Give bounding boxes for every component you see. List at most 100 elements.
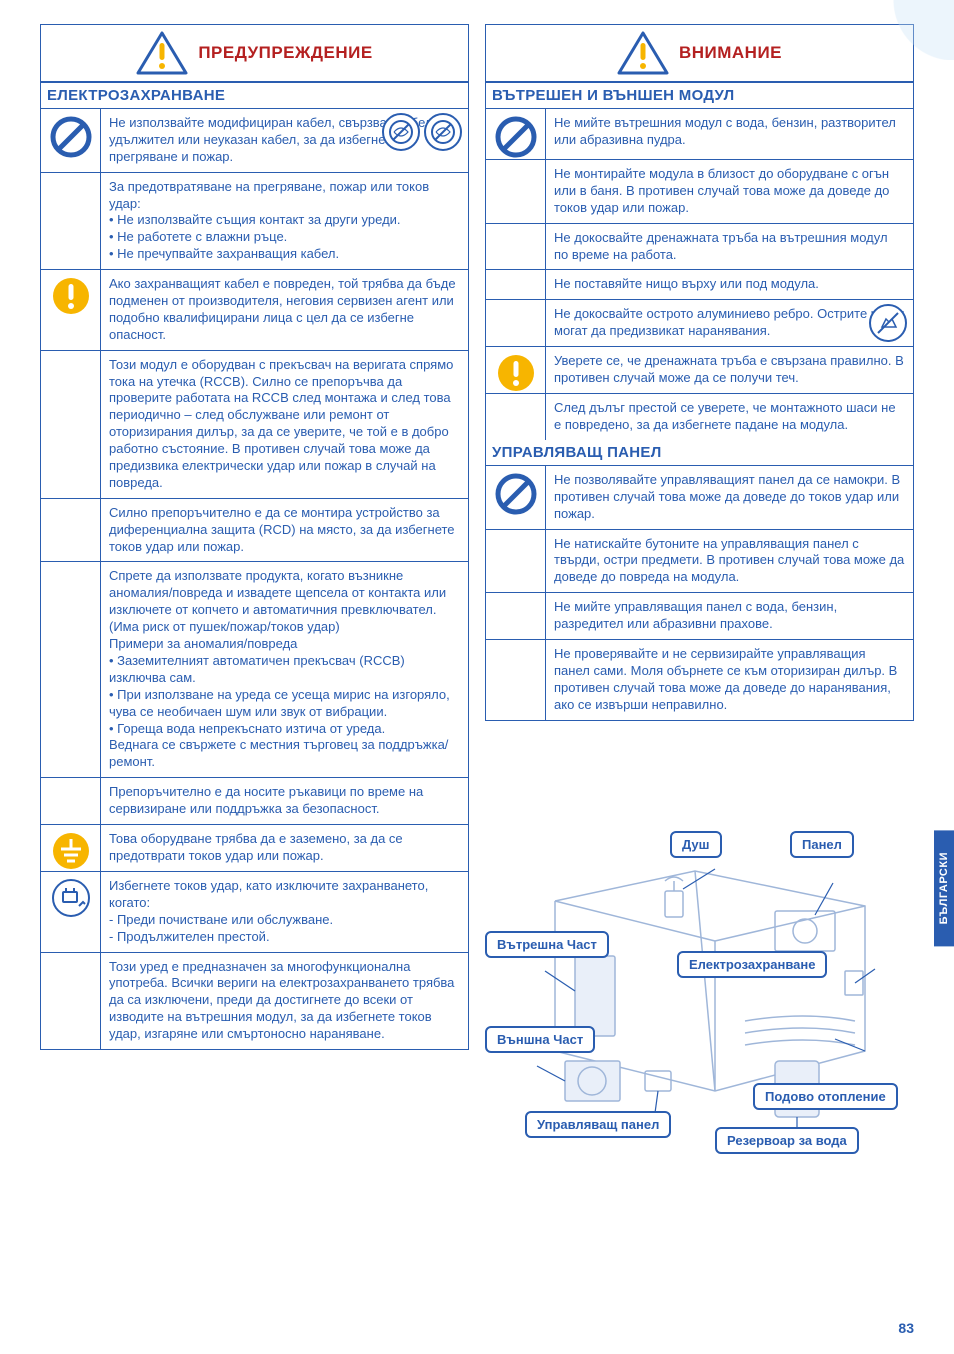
row-icon-cell (486, 109, 546, 159)
label-outdoor: Външна Част (485, 1026, 595, 1053)
text-line: Веднага се свържете с местния търговец з… (109, 737, 460, 771)
text-line: • Не пречупвайте захранващия кабел. (109, 246, 460, 263)
row-icon-cell (486, 160, 546, 223)
left-row: Този уред е предназначен за многофункцио… (41, 953, 468, 1049)
row-text: Не монтирайте модула в близост до оборуд… (546, 160, 913, 223)
language-tab: БЪЛГАРСКИ (934, 830, 954, 946)
caution-panel: ВНИМАНИЕ ВЪТРЕШЕН И ВЪНШЕН МОДУЛ Не мийт… (485, 24, 914, 721)
inline-icons (382, 113, 462, 151)
row-text: Не мийте вътрешния модул с вода, бензин,… (546, 109, 913, 159)
row-text: За предотвратяване на прегряване, пожар … (101, 173, 468, 269)
row-text: Това оборудване трябва да е заземено, за… (101, 825, 468, 871)
row-text: Избегнете токов удар, като изключите зах… (101, 872, 468, 952)
left-row: Спрете да използвате продукта, когато въ… (41, 562, 468, 778)
row-icon-cell (41, 872, 101, 952)
text-line: Примери за аномалия/повреда (109, 636, 460, 653)
text-line: Не поставяйте нищо върху или под модула. (554, 276, 905, 293)
text-line: Не монтирайте модула в близост до оборуд… (554, 166, 905, 217)
right1-row: След дълъг престой се уверете, че монтаж… (486, 394, 913, 440)
row-icon-cell (486, 466, 546, 529)
plug-icon (51, 878, 91, 918)
row-text: Не докосвайте дренажната тръба на вътреш… (546, 224, 913, 270)
prohibit-icon (494, 472, 538, 516)
row-text: Не използвайте модифициран кабел, свързв… (101, 109, 468, 172)
row-icon-cell (486, 593, 546, 639)
left-row: Силно препоръчително е да се монтира уст… (41, 499, 468, 563)
text-line: • Гореща вода непрекъснато изтича от уре… (109, 721, 460, 738)
excl-icon (51, 276, 91, 316)
caution-header: ВНИМАНИЕ (486, 25, 913, 83)
label-control: Управляващ панел (525, 1111, 671, 1138)
text-line: - Преди почистване или обслужване. (109, 912, 460, 929)
row-icon-cell (486, 347, 546, 393)
page-number: 83 (898, 1320, 914, 1336)
text-line: Не натискайте бутоните на управляващия п… (554, 536, 905, 587)
row-icon-cell (486, 224, 546, 270)
right-rows-1: Не мийте вътрешния модул с вода, бензин,… (486, 109, 913, 440)
right1-row: Не докосвайте дренажната тръба на вътреш… (486, 224, 913, 271)
row-text: Не проверявайте и не сервизирайте управл… (546, 640, 913, 720)
warning-title: ПРЕДУПРЕЖДЕНИЕ (198, 43, 372, 63)
right1-row: Не мийте вътрешния модул с вода, бензин,… (486, 109, 913, 160)
row-text: Не докосвайте острото алуминиево ребро. … (546, 300, 913, 346)
text-line: Не мийте вътрешния модул с вода, бензин,… (554, 115, 905, 149)
row-text: Не позволявайте управляващият панел да с… (546, 466, 913, 529)
text-line: За предотвратяване на прегряване, пожар … (109, 179, 460, 213)
right1-row: Не монтирайте модула в близост до оборуд… (486, 160, 913, 224)
right2-row: Не натискайте бутоните на управляващия п… (486, 530, 913, 594)
text-line: Препоръчително е да носите ръкавици по в… (109, 784, 460, 818)
left-row: Този модул е оборудван с прекъсвач на ве… (41, 351, 468, 499)
text-line: • При използване на уреда се усеща мирис… (109, 687, 460, 721)
text-line: - Продължителен престой. (109, 929, 460, 946)
text-line: Не докосвайте дренажната тръба на вътреш… (554, 230, 905, 264)
warning-triangle-icon (136, 31, 188, 75)
text-line: Не проверявайте и не сервизирайте управл… (554, 646, 905, 714)
right-column: ВНИМАНИЕ ВЪТРЕШЕН И ВЪНШЕН МОДУЛ Не мийт… (485, 24, 914, 1171)
no-tangled-cable-icon (382, 113, 420, 151)
right2-row: Не мийте управляващия панел с вода, бенз… (486, 593, 913, 640)
text-line: Не позволявайте управляващият панел да с… (554, 472, 905, 523)
text-line: • Не използвайте същия контакт за други … (109, 212, 460, 229)
text-line: • Не работете с влажни ръце. (109, 229, 460, 246)
row-icon-cell (41, 953, 101, 1049)
row-text: Този уред е предназначен за многофункцио… (101, 953, 468, 1049)
text-line: Този уред е предназначен за многофункцио… (109, 959, 460, 1043)
left-column: ПРЕДУПРЕЖДЕНИЕ ЕЛЕКТРОЗАХРАНВАНЕ Не изпо… (40, 24, 469, 1171)
right2-row: Не позволявайте управляващият панел да с… (486, 466, 913, 530)
warning-panel: ПРЕДУПРЕЖДЕНИЕ ЕЛЕКТРОЗАХРАНВАНЕ Не изпо… (40, 24, 469, 1050)
row-text: Не поставяйте нищо върху или под модула. (546, 270, 913, 299)
right1-row: Уверете се, че дренажната тръба е свърза… (486, 347, 913, 394)
left-rows: Не използвайте модифициран кабел, свързв… (41, 109, 468, 1049)
text-line: Не мийте управляващия панел с вода, бенз… (554, 599, 905, 633)
caution-title: ВНИМАНИЕ (679, 43, 782, 63)
row-icon-cell (41, 499, 101, 562)
text-line: • Заземителният автоматичен прекъсвач (R… (109, 653, 460, 687)
label-floor-heating: Подово отопление (753, 1083, 898, 1110)
row-text: Ако захранващият кабел е повреден, той т… (101, 270, 468, 350)
row-icon-cell (486, 300, 546, 346)
text-line: Избегнете токов удар, като изключите зах… (109, 878, 460, 912)
row-text: След дълъг престой се уверете, че монтаж… (546, 394, 913, 440)
text-line: Спрете да използвате продукта, когато въ… (109, 568, 460, 636)
two-columns: ПРЕДУПРЕЖДЕНИЕ ЕЛЕКТРОЗАХРАНВАНЕ Не изпо… (40, 24, 914, 1171)
caution-triangle-icon (617, 31, 669, 75)
ground-icon (51, 831, 91, 871)
prohibit-icon (49, 115, 93, 159)
row-icon-cell (41, 270, 101, 350)
label-indoor: Вътрешна Част (485, 931, 609, 958)
row-icon-cell (486, 270, 546, 299)
text-line: Не докосвайте острото алуминиево ребро. … (554, 306, 905, 340)
row-icon-cell (41, 562, 101, 777)
warning-header: ПРЕДУПРЕЖДЕНИЕ (41, 25, 468, 83)
row-icon-cell (41, 109, 101, 172)
section-indoor-outdoor: ВЪТРЕШЕН И ВЪНШЕН МОДУЛ (486, 83, 913, 109)
row-icon-cell (486, 394, 546, 440)
row-text: Силно препоръчително е да се монтира уст… (101, 499, 468, 562)
right1-row: Не поставяйте нищо върху или под модула. (486, 270, 913, 300)
inline-icons (869, 304, 907, 342)
text-line: Уверете се, че дренажната тръба е свърза… (554, 353, 905, 387)
section-power-supply: ЕЛЕКТРОЗАХРАНВАНЕ (41, 83, 468, 109)
label-tank: Резервоар за вода (715, 1127, 859, 1154)
section-control-panel: УПРАВЛЯВАЩ ПАНЕЛ (486, 440, 913, 466)
left-row: Избегнете токов удар, като изключите зах… (41, 872, 468, 953)
